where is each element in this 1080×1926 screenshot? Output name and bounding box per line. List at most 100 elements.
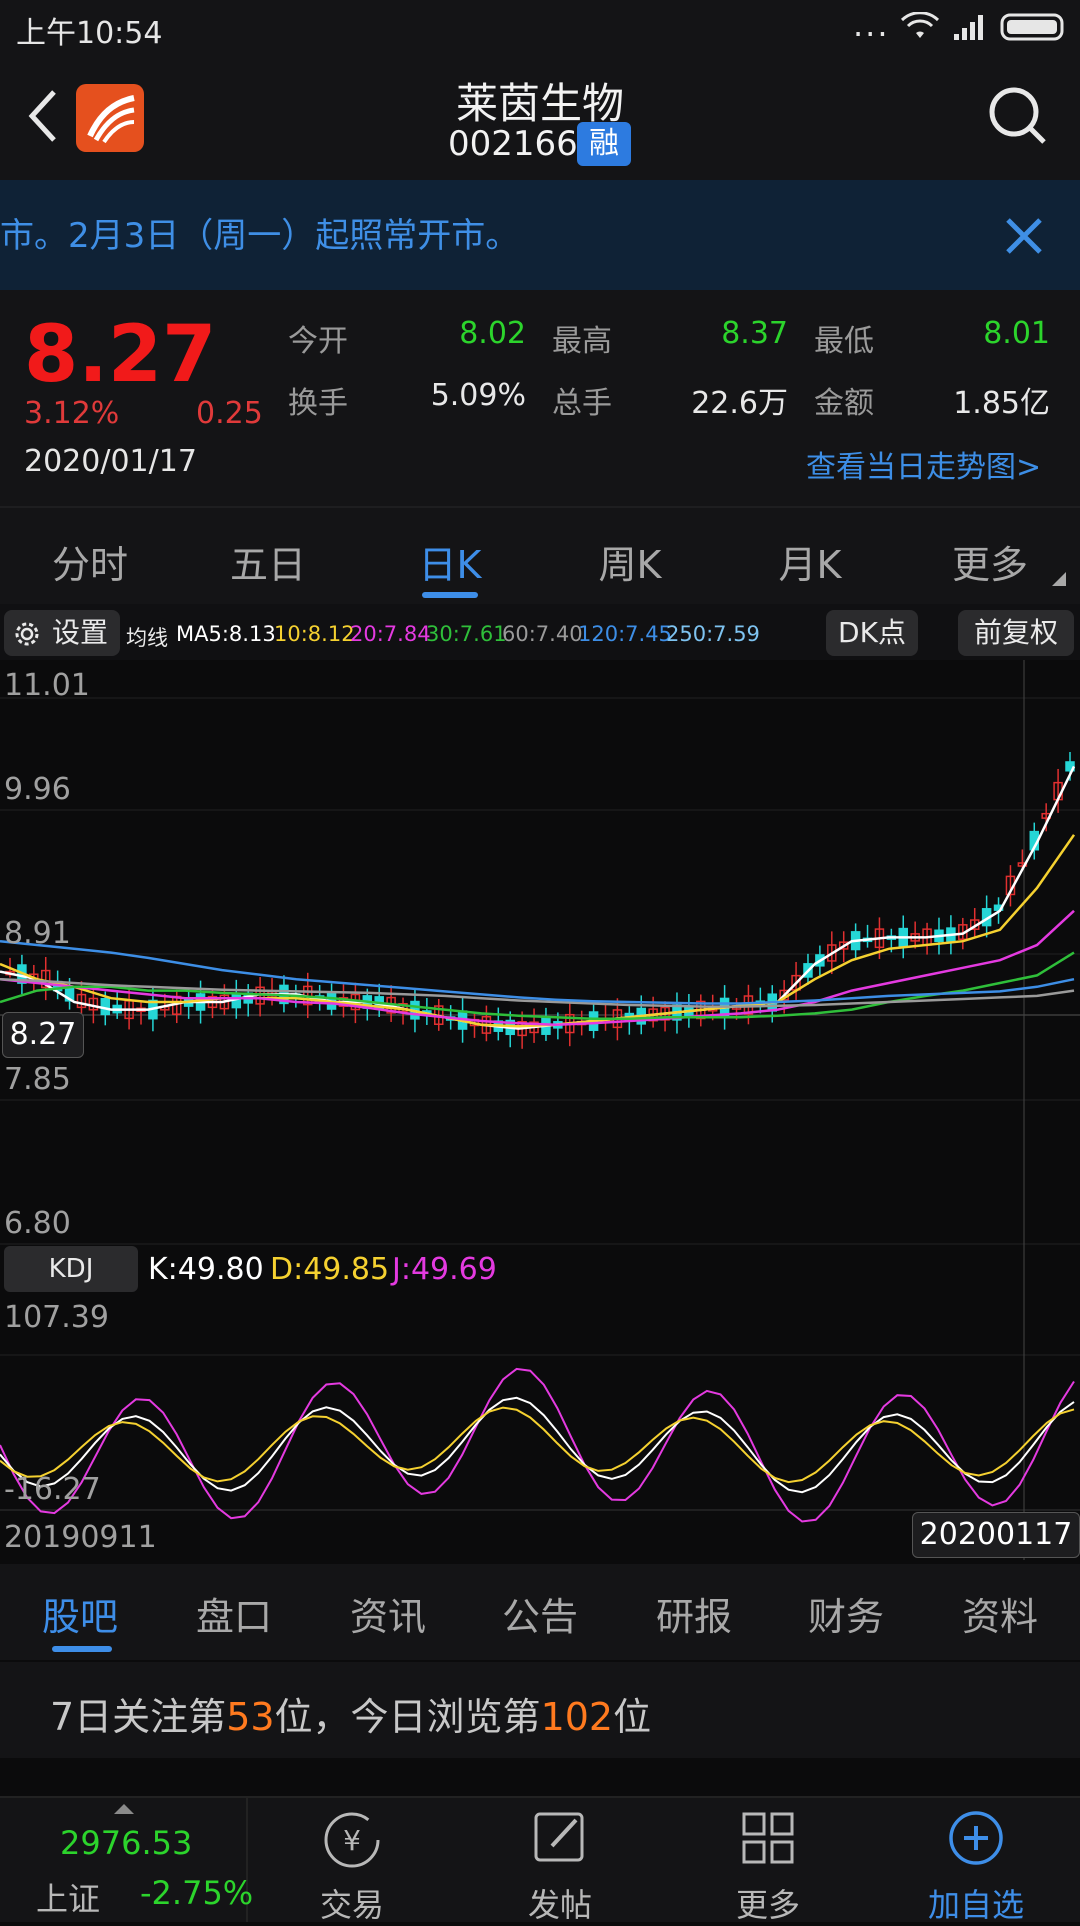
forward-adjust-button[interactable]: 前复权 [958,610,1074,656]
ma120-value: 120:7.45 [578,622,672,646]
close-icon[interactable] [1004,216,1044,256]
price-axis-label: 8.91 [4,916,71,951]
ma30-value: 30:7.61 [426,622,507,646]
more-label: 更多 [735,1886,800,1924]
post-label: 发帖 [527,1886,592,1924]
change-amount: 0.25 [196,396,263,431]
wifi-icon [900,12,940,38]
kdj-d-label: D:49.85 [270,1252,390,1287]
settings-button[interactable]: 设置 [4,610,120,656]
tab-intraday[interactable]: 分时 [51,543,128,587]
price-axis-label: 9.96 [4,772,71,807]
price-axis-label: 7.85 [4,1062,71,1097]
rank-bar: 7日关注第53位，今日浏览第102位 [0,1662,1080,1758]
search-icon[interactable] [986,84,1050,148]
amount-value: 1.85亿 [953,386,1050,421]
kdj-indicator-button[interactable]: KDJ [4,1246,138,1292]
svg-text:¥: ¥ [343,1824,361,1857]
index-name: 上证 [36,1880,101,1918]
tab-weekly-k[interactable]: 周K [598,543,662,587]
kdj-j-label: J:49.69 [392,1252,497,1287]
dropdown-corner-icon [1052,572,1066,586]
ma120-line [0,939,1075,1005]
index-ticker[interactable]: 2976.53 上证 -2.75% [0,1798,253,1922]
dk-point-button[interactable]: DK点 [826,610,918,656]
back-icon[interactable] [22,86,62,146]
kdj-axis-bottom: -16.27 [4,1472,101,1507]
edit-icon [534,1812,584,1862]
kdj-j-line [0,1367,1075,1523]
active-info-tab-indicator [52,1646,112,1652]
ma-legend-row: 设置 均线 MA5:8.13 10:8.12 20:7.84 30:7.61 6… [0,604,1080,660]
kdj-k-line [0,1396,1075,1494]
tab-forum[interactable]: 股吧 [42,1595,119,1639]
tab-profile[interactable]: 资料 [962,1595,1039,1639]
rank-suffix: 位 [613,1695,652,1739]
tab-order-book[interactable]: 盘口 [196,1595,273,1639]
ma60-value: 60:7.40 [502,622,583,646]
stock-code: 002166 [448,124,578,164]
current-price-marker: 8.27 [2,1012,84,1058]
high-value: 8.37 [721,316,788,351]
ma5-line [0,765,1076,1030]
change-percent: 3.12% [24,396,120,431]
notice-banner: 市。2月3日（周一）起照常开市。 [0,180,1080,290]
plus-circle-icon [949,1811,1003,1865]
gear-icon [15,622,39,646]
settings-label: 设置 [52,616,109,649]
candle-body [827,944,837,962]
quote-date: 2020/01/17 [24,444,197,479]
kdj-k-value: 49.80 [177,1252,264,1287]
open-value: 8.02 [459,316,526,351]
bottom-toolbar: 2976.53 上证 -2.75% ¥ 交易 发帖 更多 加自选 [0,1796,1080,1924]
kdj-axis-top: 107.39 [4,1300,109,1335]
tab-announcements[interactable]: 公告 [502,1595,579,1639]
trade-label: 交易 [319,1886,384,1924]
stock-name: 莱茵生物 [455,79,624,128]
ma-prefix: 均线 [126,626,168,650]
turnover-label: 换手 [288,386,348,421]
tab-five-day[interactable]: 五日 [229,543,306,587]
expand-up-icon[interactable] [114,1802,134,1814]
grid-icon [742,1812,794,1864]
price-axis-label: 6.80 [4,1206,71,1241]
candle-body [76,993,87,1009]
status-dots: ... [853,6,890,44]
last-price: 8.27 [24,310,217,400]
ma20-value: 20:7.84 [350,622,431,646]
more-button[interactable]: 更多 [678,1798,858,1924]
ma20-line [0,909,1075,1027]
battery-icon [1000,13,1064,41]
volume-value: 22.6万 [691,386,788,421]
tab-monthly-k[interactable]: 月K [778,543,842,587]
status-time: 上午10:54 [16,16,163,51]
post-button[interactable]: 发帖 [470,1798,650,1924]
rank-mid: 位，今日浏览第 [274,1695,541,1739]
title-bar: 莱茵生物 002166 融 [0,56,1080,180]
rank-prefix: 7日关注第 [50,1695,227,1739]
open-label: 今开 [288,324,348,359]
candle-body [838,941,849,950]
margin-badge: 融 [577,122,631,166]
add-watchlist-button[interactable]: 加自选 [886,1798,1066,1924]
rank-7day: 53 [226,1695,275,1739]
kline-chart-area[interactable]: 11.01 9.96 8.91 7.85 6.80 8.27 KDJ K:49.… [0,660,1080,1560]
volume-label: 总手 [552,386,612,421]
tab-news[interactable]: 资讯 [350,1595,427,1639]
info-tabs: 股吧 盘口 资讯 公告 研报 财务 资料 [0,1564,1080,1660]
kline-chart-svg [0,660,1080,1560]
tab-more[interactable]: 更多 [951,543,1028,587]
tab-research[interactable]: 研报 [656,1595,733,1639]
notice-text: 市。2月3日（周一）起照常开市。 [0,216,520,256]
trend-link[interactable]: 查看当日走势图> [806,450,1042,485]
kdj-j-value: 49.69 [410,1252,497,1287]
yen-circle-icon: ¥ [324,1812,380,1868]
tab-financials[interactable]: 财务 [808,1595,885,1639]
tab-daily-k[interactable]: 日K [418,543,482,587]
price-axis-label: 11.01 [4,668,90,703]
app-logo-icon [76,84,144,152]
trade-button[interactable]: ¥ 交易 [262,1798,442,1924]
turnover-value: 5.09% [430,378,526,413]
high-label: 最高 [552,324,612,359]
quote-panel: 8.27 3.12% 0.25 2020/01/17 今开 8.02 最高 8.… [0,290,1080,506]
